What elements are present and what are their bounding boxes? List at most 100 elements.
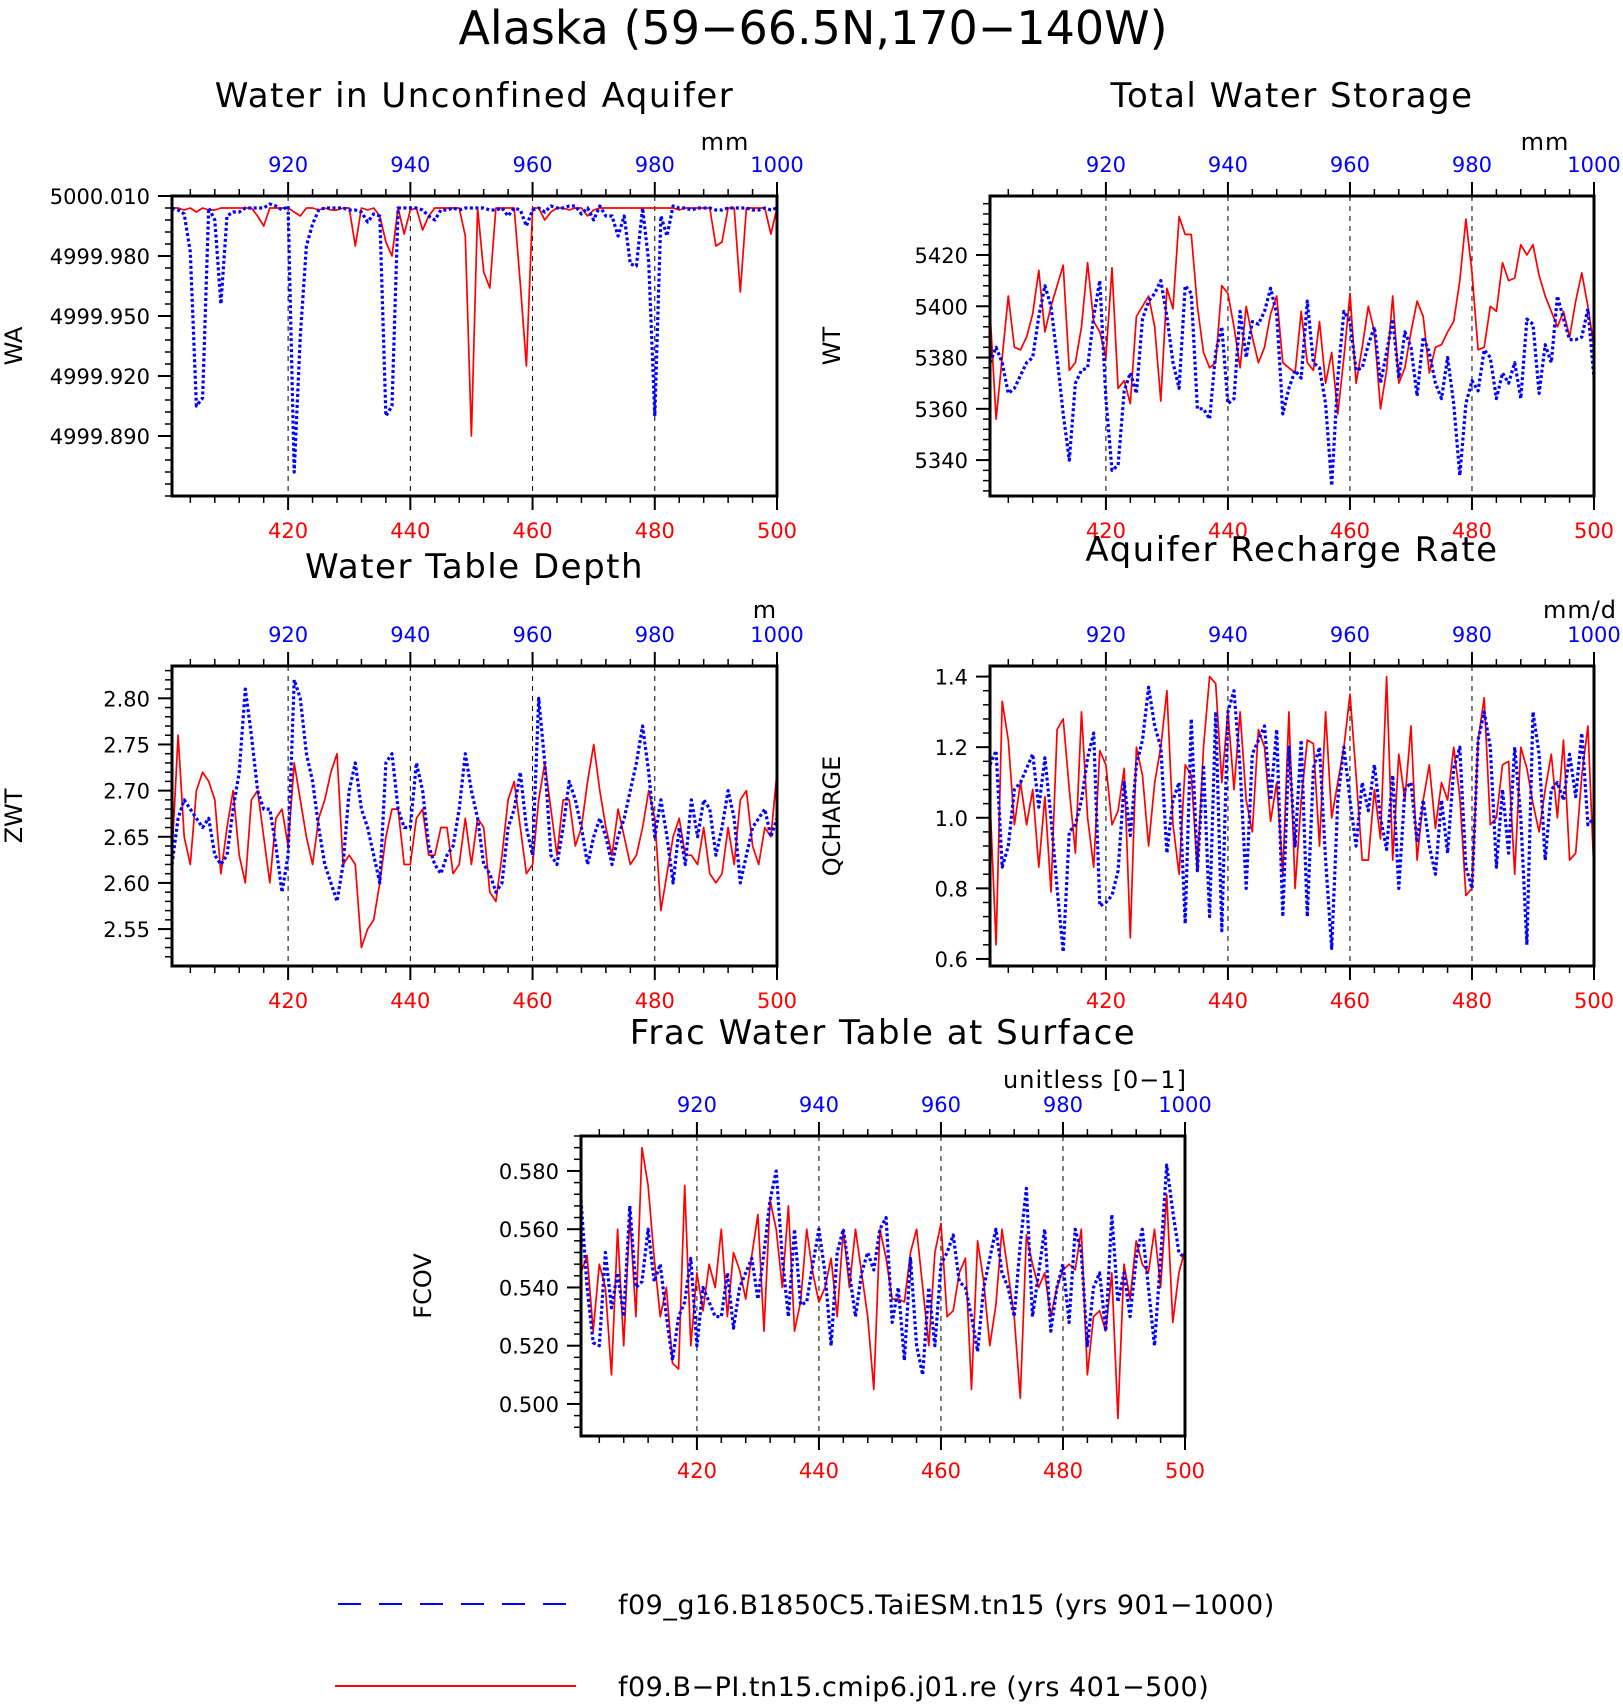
plot-frame — [170, 194, 779, 498]
legend-entry-red: f09.B−PI.tn15.cmip6.j01.re (yrs 401−500) — [335, 1672, 1209, 1703]
x-bottom-tick-label: 420 — [677, 1459, 717, 1483]
y-tick-label: 4999.980 — [50, 245, 150, 269]
y-tick-label: 1.0 — [935, 807, 968, 831]
y-axis-label: FCOV — [409, 1253, 437, 1319]
y-tick-label: 5000.010 — [50, 185, 150, 209]
y-tick-label: 0.8 — [935, 877, 968, 901]
y-tick-label: 4999.950 — [50, 305, 150, 329]
x-bottom-tick-label: 420 — [1086, 989, 1126, 1013]
y-tick-label: 0.560 — [499, 1218, 559, 1242]
x-bottom-tick-label: 420 — [268, 989, 308, 1013]
y-tick-label: 2.70 — [103, 780, 150, 804]
x-bottom-tick-label: 420 — [1086, 519, 1126, 543]
x-bottom-tick-label: 460 — [921, 1459, 961, 1483]
x-bottom-tick-label: 500 — [1574, 519, 1614, 543]
panel-title: Water Table Depth — [305, 547, 644, 587]
plot-frame — [988, 194, 1596, 498]
series-line-red — [989, 215, 1595, 420]
x-top-tick-label: 1000 — [1158, 1093, 1211, 1117]
x-top-tick-label: 940 — [1208, 153, 1248, 177]
panel-wt: Total Water Storage mm WT 5420 5400 5380 5360 5… — [818, 76, 1621, 543]
x-top-tick-label: 960 — [1330, 153, 1370, 177]
x-bottom-tick-label: 480 — [1452, 989, 1492, 1013]
series-line-blue — [579, 1163, 1187, 1377]
series-line-red — [172, 207, 778, 437]
x-bottom-tick-label: 480 — [635, 519, 675, 543]
x-bottom-tick-label: 500 — [1574, 989, 1614, 1013]
plot-frame — [170, 664, 779, 968]
x-top-tick-label: 980 — [1452, 153, 1492, 177]
x-top-tick-label: 940 — [1208, 623, 1248, 647]
y-tick-label: 2.65 — [103, 826, 150, 850]
units-label: mm — [1521, 128, 1570, 156]
x-bottom-tick-label: 460 — [513, 519, 553, 543]
x-top-tick-label: 960 — [513, 623, 553, 647]
series-line-blue — [988, 685, 1596, 954]
x-top-tick-label: 920 — [268, 153, 308, 177]
units-label: m — [753, 596, 777, 624]
legend-label-blue: f09_g16.B1850C5.TaiESM.tn15 (yrs 901−100… — [618, 1590, 1275, 1621]
y-tick-label: 0.540 — [499, 1276, 559, 1300]
x-bottom-tick-label: 460 — [1330, 989, 1370, 1013]
x-bottom-tick-label: 440 — [1208, 989, 1248, 1013]
x-bottom-tick-label: 480 — [635, 989, 675, 1013]
y-tick-label: 0.500 — [499, 1393, 559, 1417]
y-tick-label: 2.60 — [103, 872, 150, 896]
x-top-tick-label: 1000 — [750, 623, 803, 647]
x-top-tick-label: 980 — [1452, 623, 1492, 647]
x-bottom-tick-label: 500 — [1165, 1459, 1205, 1483]
figure-title: Alaska (59−66.5N,170−140W) — [458, 1, 1167, 55]
y-tick-label: 5400 — [915, 295, 968, 319]
plot-frame — [579, 1134, 1187, 1438]
y-tick-label: 4999.890 — [50, 425, 150, 449]
panel-zwt: Water Table Depth m ZWT 2.80 2.75 2.70 2.65 2.6… — [0, 547, 804, 1013]
x-top-tick-label: 980 — [635, 153, 675, 177]
units-label: mm/d — [1543, 596, 1617, 624]
y-tick-label: 5340 — [915, 449, 968, 473]
y-axis-label: ZWT — [0, 788, 28, 843]
x-top-tick-label: 960 — [513, 153, 553, 177]
y-tick-label: 1.2 — [935, 736, 968, 760]
y-axis-label: QCHARGE — [818, 756, 846, 877]
x-top-tick-label: 960 — [921, 1093, 961, 1117]
x-bottom-tick-label: 440 — [1208, 519, 1248, 543]
y-tick-label: 0.580 — [499, 1160, 559, 1184]
x-top-tick-label: 940 — [799, 1093, 839, 1117]
legend-entry-blue: f09_g16.B1850C5.TaiESM.tn15 (yrs 901−100… — [338, 1590, 1275, 1621]
y-tick-label: 4999.920 — [50, 365, 150, 389]
plot-frame — [988, 664, 1596, 968]
y-tick-label: 5360 — [915, 398, 968, 422]
x-top-tick-label: 920 — [1086, 623, 1126, 647]
x-bottom-tick-label: 480 — [1452, 519, 1492, 543]
y-tick-label: 0.6 — [935, 948, 968, 972]
y-axis-label: WA — [0, 326, 28, 365]
panel-title: Total Water Storage — [1109, 76, 1473, 116]
x-top-tick-label: 920 — [268, 623, 308, 647]
x-top-tick-label: 920 — [677, 1093, 717, 1117]
x-top-tick-label: 940 — [390, 153, 430, 177]
x-bottom-tick-label: 440 — [390, 989, 430, 1013]
x-top-tick-label: 1000 — [1567, 623, 1620, 647]
series-line-red — [580, 1146, 1186, 1420]
x-bottom-tick-label: 460 — [1330, 519, 1370, 543]
y-tick-label: 2.80 — [103, 687, 150, 711]
x-top-tick-label: 980 — [635, 623, 675, 647]
x-bottom-tick-label: 480 — [1043, 1459, 1083, 1483]
y-tick-label: 2.75 — [103, 733, 150, 757]
series-line-red — [171, 734, 778, 949]
y-axis-label: WT — [818, 326, 846, 365]
panel-title: Frac Water Table at Surface — [630, 1013, 1136, 1053]
x-bottom-tick-label: 460 — [513, 989, 553, 1013]
legend-label-red: f09.B−PI.tn15.cmip6.j01.re (yrs 401−500) — [618, 1672, 1209, 1703]
panel-title: Aquifer Recharge Rate — [1085, 530, 1498, 570]
x-bottom-tick-label: 440 — [799, 1459, 839, 1483]
x-bottom-tick-label: 440 — [390, 519, 430, 543]
x-top-tick-label: 940 — [390, 623, 430, 647]
y-tick-label: 0.520 — [499, 1335, 559, 1359]
series-line-blue — [988, 279, 1596, 488]
y-tick-label: 5380 — [915, 347, 968, 371]
legend: f09_g16.B1850C5.TaiESM.tn15 (yrs 901−100… — [335, 1590, 1275, 1703]
y-tick-label: 5420 — [915, 244, 968, 268]
